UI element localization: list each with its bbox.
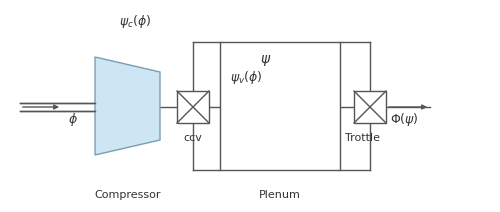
Text: Compressor: Compressor xyxy=(95,190,161,200)
Text: ccv: ccv xyxy=(184,133,203,143)
Text: Trottle: Trottle xyxy=(345,133,380,143)
Bar xyxy=(177,91,209,123)
Text: $\psi$: $\psi$ xyxy=(260,53,272,67)
Text: $\psi_c(\phi)$: $\psi_c(\phi)$ xyxy=(119,14,151,31)
Bar xyxy=(220,42,340,170)
Text: $\Phi(\psi)$: $\Phi(\psi)$ xyxy=(390,112,419,128)
Polygon shape xyxy=(95,57,160,155)
Text: Plenum: Plenum xyxy=(259,190,301,200)
Text: $\phi$: $\phi$ xyxy=(68,112,78,128)
Text: $\psi_v(\phi)$: $\psi_v(\phi)$ xyxy=(230,70,262,86)
Bar xyxy=(354,91,386,123)
